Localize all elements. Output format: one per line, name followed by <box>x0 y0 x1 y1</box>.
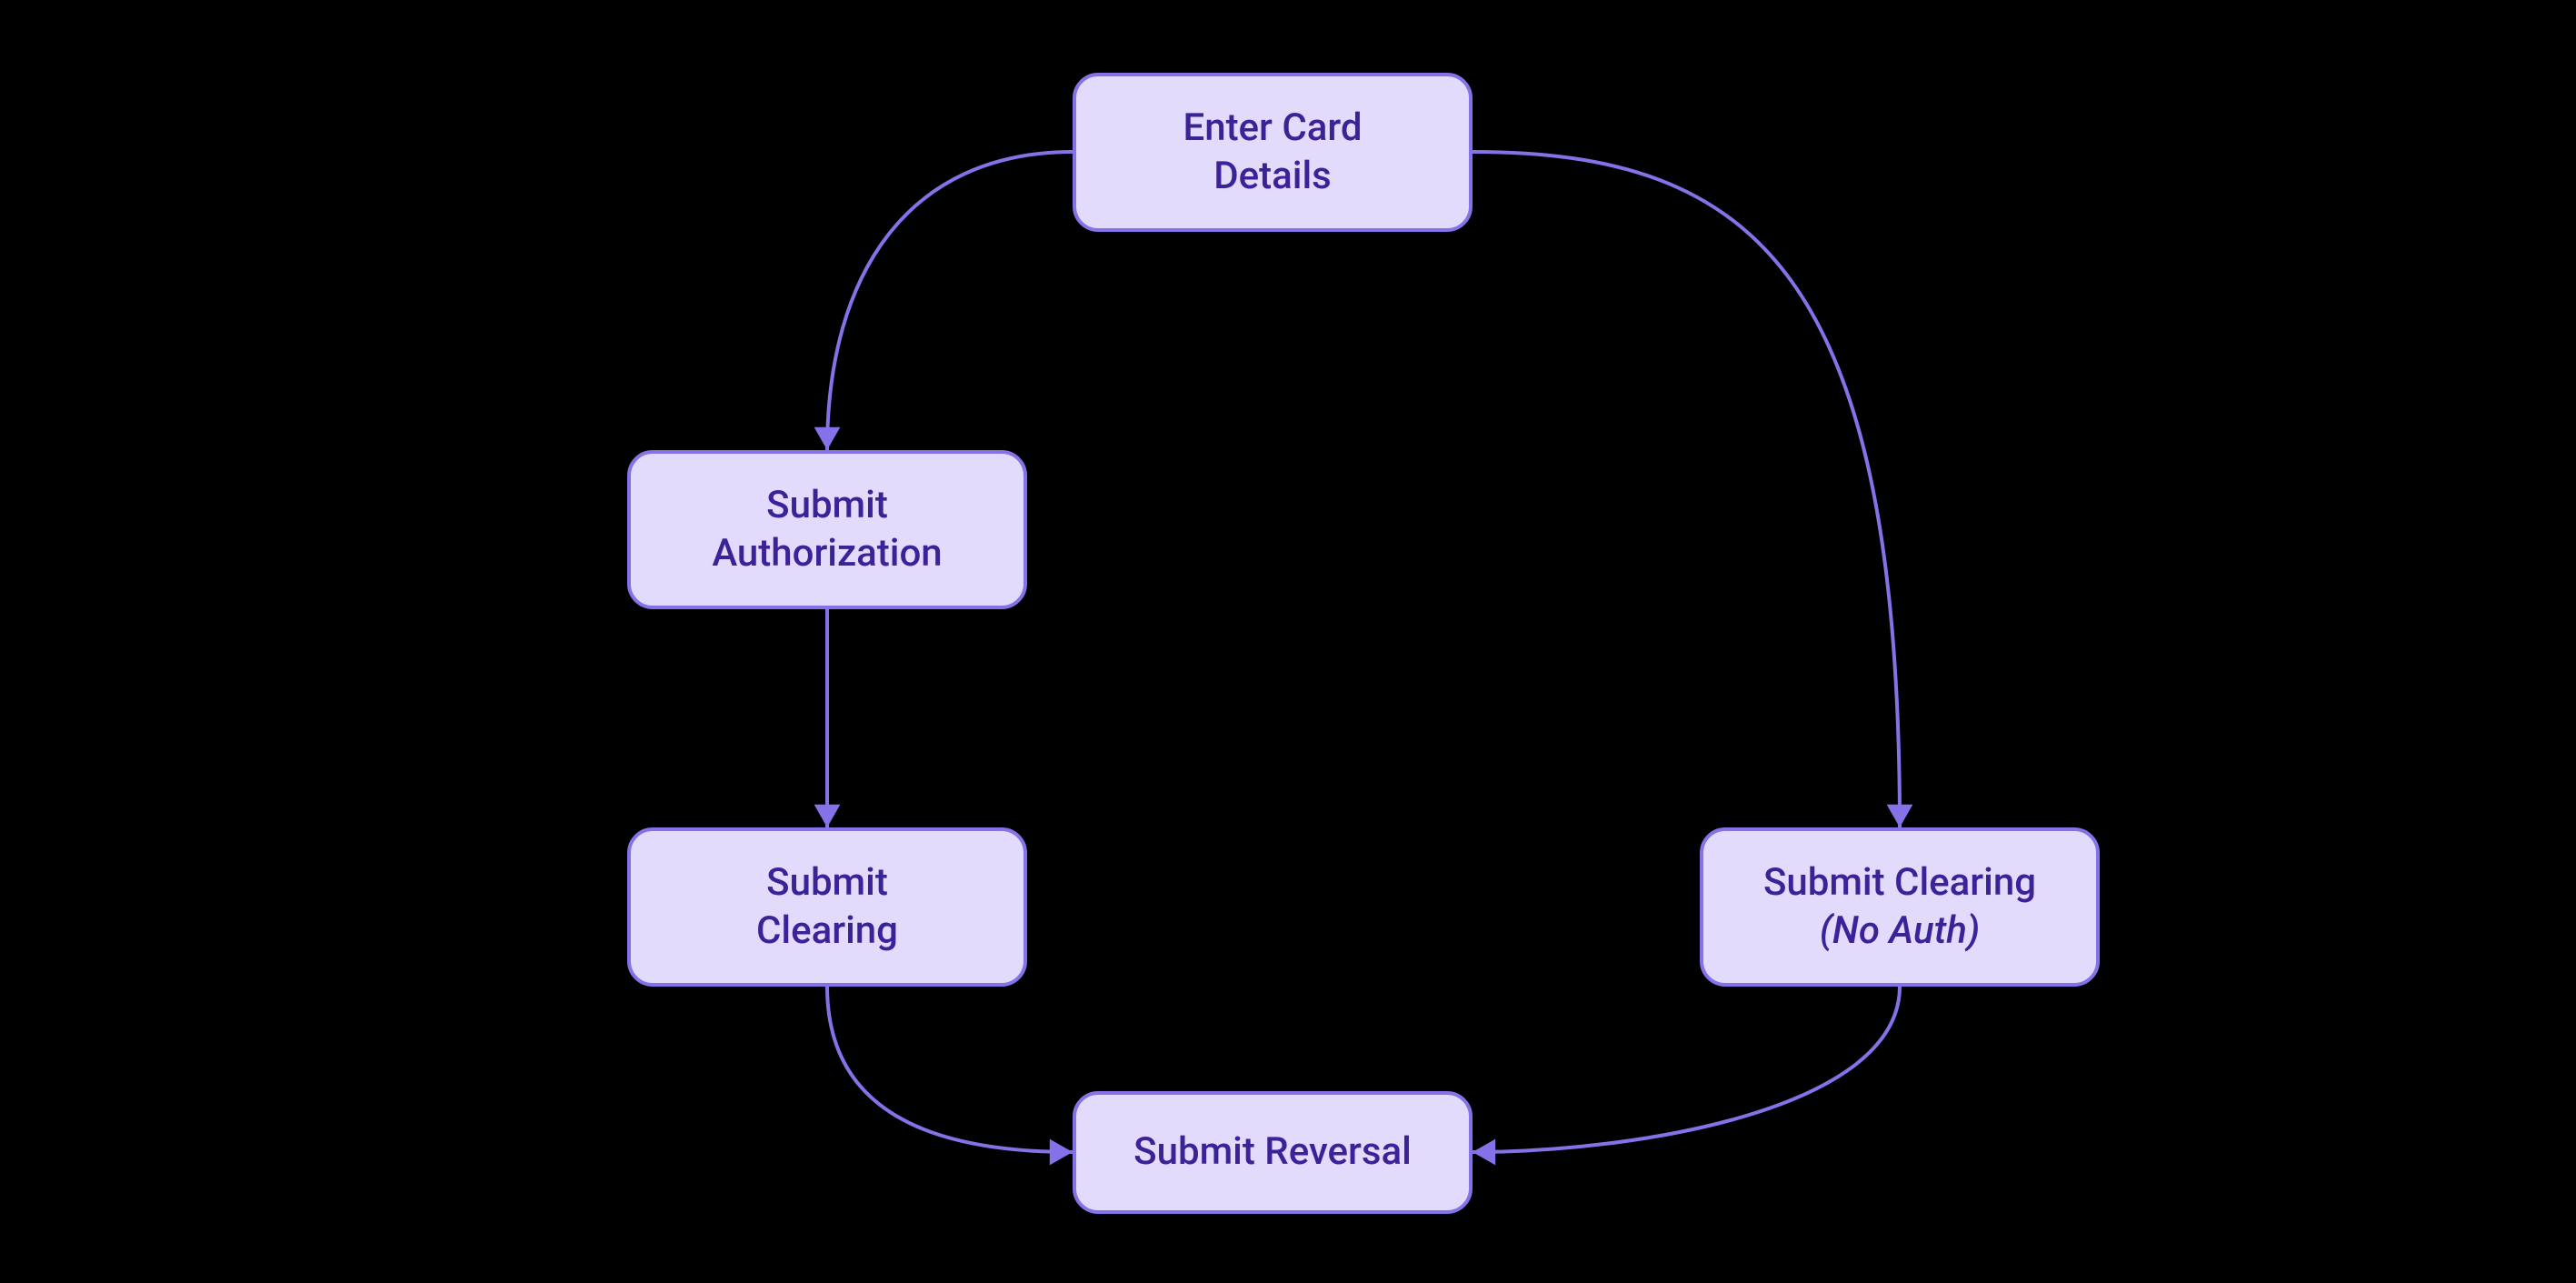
node-label-line1: Submit <box>712 482 942 530</box>
node-label: Submit Clearing(No Auth) <box>1763 859 2036 955</box>
edge-noauth-to-reversal <box>1473 987 1900 1152</box>
node-label: Enter CardDetails <box>1183 105 1362 200</box>
arrowhead-clearing-to-reversal <box>1050 1139 1073 1166</box>
node-label: SubmitAuthorization <box>712 482 942 577</box>
arrowhead-auth-to-clearing <box>814 805 841 827</box>
node-label: Submit Reversal <box>1133 1128 1412 1177</box>
arrowhead-enter-to-auth <box>814 427 841 450</box>
arrowhead-noauth-to-reversal <box>1473 1139 1495 1166</box>
node-label: SubmitClearing <box>756 859 898 955</box>
node-label-line1: Enter Card <box>1183 105 1362 153</box>
node-submit-clearing: SubmitClearing <box>627 827 1027 987</box>
node-label-line1: Submit Clearing <box>1763 859 2036 907</box>
node-label-line2: Authorization <box>712 530 942 578</box>
node-label-line1: Submit Reversal <box>1133 1128 1412 1177</box>
node-label-line2: Details <box>1183 153 1362 201</box>
node-submit-reversal: Submit Reversal <box>1073 1091 1473 1214</box>
edge-clearing-to-reversal <box>827 987 1073 1152</box>
node-submit-auth: SubmitAuthorization <box>627 450 1027 609</box>
node-label-line2: (No Auth) <box>1763 907 2036 956</box>
node-enter-card: Enter CardDetails <box>1073 73 1473 232</box>
flowchart-canvas: Enter CardDetailsSubmitAuthorizationSubm… <box>0 0 2576 1283</box>
edge-enter-to-auth <box>827 152 1073 450</box>
node-label-line2: Clearing <box>756 907 898 956</box>
node-clearing-no-auth: Submit Clearing(No Auth) <box>1700 827 2100 987</box>
arrowhead-enter-to-noauth <box>1887 805 1913 827</box>
edge-enter-to-noauth <box>1473 152 1900 827</box>
node-label-line1: Submit <box>756 859 898 907</box>
